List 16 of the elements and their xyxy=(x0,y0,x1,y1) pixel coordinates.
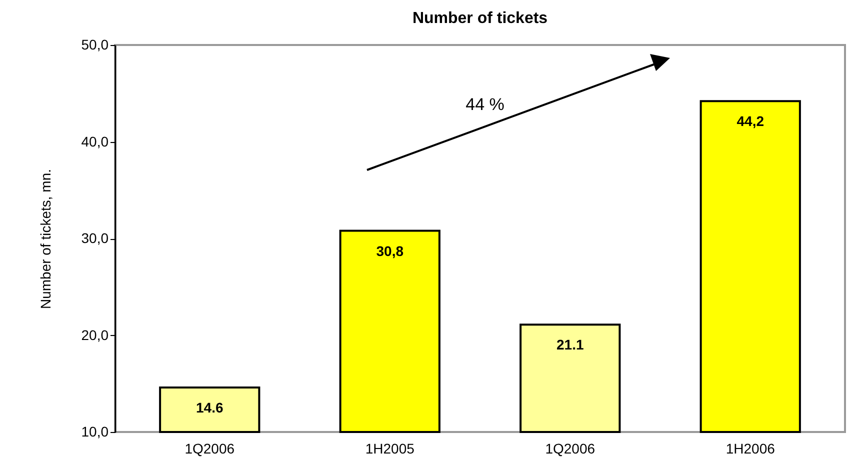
x-tick-label: 1H2006 xyxy=(726,440,776,456)
x-tick-label: 1Q2006 xyxy=(545,440,596,456)
x-tick-label: 1H2005 xyxy=(365,440,415,456)
data-label: 21.1 xyxy=(556,336,584,353)
annotation: 44 % xyxy=(466,95,504,114)
chart-title: Number of tickets xyxy=(412,10,548,27)
y-tick-label: 50,0 xyxy=(81,36,109,52)
data-label: 44,2 xyxy=(736,113,764,130)
y-tick-label: 40,0 xyxy=(81,133,109,150)
data-label: 30,8 xyxy=(376,242,404,259)
x-tick-label: 1Q2006 xyxy=(184,440,235,456)
data-label: 14.6 xyxy=(196,399,224,416)
y-tick-label: 30,0 xyxy=(81,230,109,246)
y-axis-title: Number of tickets, mn. xyxy=(37,168,54,310)
y-tick-label: 10,0 xyxy=(81,424,109,440)
y-tick-label: 20,0 xyxy=(81,326,109,343)
